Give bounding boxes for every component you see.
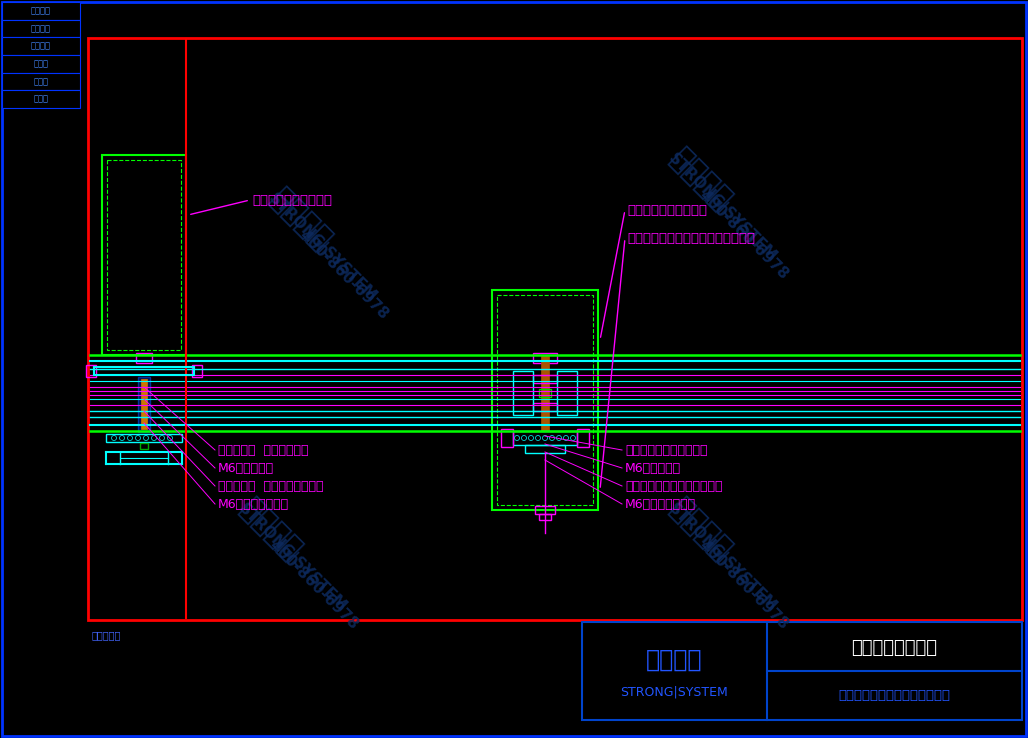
Bar [86, 365, 96, 377]
Text: 大跨度: 大跨度 [34, 59, 48, 69]
Bar [513, 371, 533, 415]
Text: 西创系统：  公母螺栓（专利）: 西创系统： 公母螺栓（专利） [218, 480, 324, 492]
Bar [107, 160, 181, 350]
Text: M6不锈钢铆母: M6不锈钢铆母 [625, 461, 682, 475]
Bar [2, 55, 80, 72]
Text: 西创系统: 西创系统 [646, 648, 702, 672]
Bar [582, 622, 1022, 720]
Bar [2, 2, 80, 20]
Bar [138, 377, 150, 432]
Text: 西创系统：凹型精制钢横梁（专利）: 西创系统：凹型精制钢横梁（专利） [627, 232, 755, 244]
Bar [2, 20, 80, 38]
Bar [533, 353, 557, 363]
Text: M6不锈钢盘头螺栓: M6不锈钢盘头螺栓 [218, 497, 289, 511]
Text: M6不锈钢盘头螺栓: M6不锈钢盘头螺栓 [625, 497, 696, 511]
Text: STRONG|SYSTEM: STRONG|SYSTEM [620, 686, 728, 698]
Text: 安全防火: 安全防火 [31, 7, 51, 15]
Bar [525, 445, 565, 453]
Bar [2, 90, 80, 108]
Bar [106, 434, 182, 442]
Bar [88, 38, 1022, 620]
Bar [141, 379, 147, 429]
Text: 精制钢：轻钢系统: 精制钢：轻钢系统 [851, 639, 938, 657]
Text: 西创系统：  塑钢断热端头: 西创系统： 塑钢断热端头 [218, 444, 308, 457]
Text: 西创系统: 西创系统 [234, 494, 306, 566]
Bar [492, 290, 598, 510]
Text: 西创系统: 西创系统 [664, 144, 736, 216]
Bar [535, 506, 555, 514]
Bar [557, 371, 577, 415]
Bar [192, 365, 201, 377]
Text: STRONG|SYSTEM: STRONG|SYSTEM [234, 500, 350, 615]
Text: 西创系统: 西创系统 [264, 184, 336, 256]
Text: 西创系统：精制钢立柱: 西创系统：精制钢立柱 [627, 204, 707, 216]
Bar [497, 295, 593, 505]
Text: 400-860-6978: 400-860-6978 [296, 227, 392, 323]
Text: M6不锈钢铆母: M6不锈钢铆母 [218, 461, 274, 475]
Text: 专利产品！: 专利产品！ [91, 630, 121, 640]
Text: STRONG|SYSTEM: STRONG|SYSTEM [665, 151, 779, 266]
Bar [541, 355, 549, 431]
Bar [140, 443, 148, 449]
Bar [533, 403, 557, 411]
Text: STRONG|SYSTEM: STRONG|SYSTEM [264, 190, 379, 306]
Text: 超级防腐: 超级防腐 [31, 41, 51, 51]
Bar [533, 375, 557, 383]
Bar [136, 353, 152, 363]
Text: 更纤细: 更纤细 [34, 94, 48, 103]
Text: 环保节能: 环保节能 [31, 24, 51, 33]
Text: 大通透: 大通透 [34, 77, 48, 86]
Text: 400-860-6978: 400-860-6978 [697, 537, 792, 632]
Text: 西创系统：公母螺栓（专利）: 西创系统：公母螺栓（专利） [625, 480, 723, 492]
Text: 西创金属科技（江苏）有限公司: 西创金属科技（江苏）有限公司 [839, 689, 951, 702]
Bar [102, 155, 186, 355]
Bar [2, 72, 80, 90]
Text: STRONG|SYSTEM: STRONG|SYSTEM [665, 500, 779, 615]
Bar [513, 431, 577, 445]
Text: 西创系统：塑钢断热端头: 西创系统：塑钢断热端头 [625, 444, 707, 457]
Bar [501, 429, 513, 447]
Bar [2, 38, 80, 55]
Bar [539, 514, 551, 520]
Text: 400-860-6978: 400-860-6978 [697, 187, 792, 283]
Text: 西创系统：精制钢立柱: 西创系统：精制钢立柱 [252, 193, 332, 207]
Text: 西创系统: 西创系统 [664, 494, 736, 566]
Bar [539, 389, 551, 397]
Bar [577, 429, 589, 447]
Text: 400-860-6978: 400-860-6978 [266, 537, 362, 632]
